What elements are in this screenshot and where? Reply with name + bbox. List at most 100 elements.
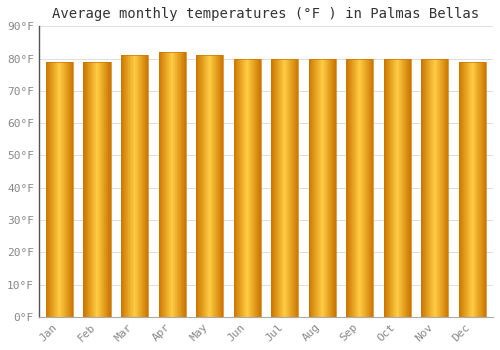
- Bar: [478, 62, 479, 317]
- Bar: [254, 58, 256, 317]
- Bar: [311, 58, 312, 317]
- Bar: [446, 58, 447, 317]
- Bar: [392, 58, 394, 317]
- Bar: [183, 52, 184, 317]
- Bar: [351, 58, 352, 317]
- Bar: [89, 62, 90, 317]
- Bar: [274, 58, 275, 317]
- Bar: [278, 58, 280, 317]
- Bar: [92, 62, 93, 317]
- Bar: [208, 55, 209, 317]
- Bar: [61, 62, 62, 317]
- Bar: [292, 58, 293, 317]
- Bar: [431, 58, 432, 317]
- Bar: [52, 62, 54, 317]
- Bar: [422, 58, 424, 317]
- Bar: [427, 58, 428, 317]
- Bar: [220, 55, 221, 317]
- Bar: [445, 58, 446, 317]
- Bar: [108, 62, 109, 317]
- Bar: [137, 55, 138, 317]
- Bar: [249, 58, 250, 317]
- Bar: [258, 58, 260, 317]
- Bar: [485, 62, 486, 317]
- Bar: [347, 58, 348, 317]
- Bar: [407, 58, 408, 317]
- Bar: [433, 58, 434, 317]
- Bar: [60, 62, 61, 317]
- Bar: [335, 58, 336, 317]
- Bar: [465, 62, 466, 317]
- Bar: [426, 58, 427, 317]
- Bar: [173, 52, 174, 317]
- Bar: [85, 62, 86, 317]
- Bar: [185, 52, 186, 317]
- Bar: [86, 62, 87, 317]
- Bar: [398, 58, 400, 317]
- Bar: [332, 58, 333, 317]
- Bar: [126, 55, 127, 317]
- Bar: [390, 58, 391, 317]
- Bar: [353, 58, 354, 317]
- Bar: [352, 58, 353, 317]
- Bar: [212, 55, 213, 317]
- Bar: [207, 55, 208, 317]
- Bar: [363, 58, 364, 317]
- Bar: [481, 62, 482, 317]
- Bar: [244, 58, 245, 317]
- Bar: [219, 55, 220, 317]
- Bar: [369, 58, 370, 317]
- Bar: [366, 58, 367, 317]
- Bar: [324, 58, 325, 317]
- Bar: [484, 62, 485, 317]
- Bar: [331, 58, 332, 317]
- Bar: [284, 58, 286, 317]
- Bar: [129, 55, 130, 317]
- Bar: [242, 58, 243, 317]
- Bar: [107, 62, 108, 317]
- Bar: [48, 62, 50, 317]
- Bar: [103, 62, 104, 317]
- Bar: [236, 58, 237, 317]
- Bar: [102, 62, 103, 317]
- Bar: [247, 58, 248, 317]
- Bar: [160, 52, 162, 317]
- Bar: [253, 58, 254, 317]
- Bar: [370, 58, 372, 317]
- Bar: [442, 58, 443, 317]
- Bar: [288, 58, 289, 317]
- Bar: [360, 58, 361, 317]
- Bar: [391, 58, 392, 317]
- Bar: [240, 58, 241, 317]
- Bar: [91, 62, 92, 317]
- Bar: [271, 58, 298, 317]
- Bar: [127, 55, 128, 317]
- Bar: [467, 62, 468, 317]
- Bar: [234, 58, 260, 317]
- Bar: [479, 62, 480, 317]
- Bar: [394, 58, 396, 317]
- Bar: [404, 58, 405, 317]
- Bar: [69, 62, 70, 317]
- Bar: [477, 62, 478, 317]
- Bar: [98, 62, 99, 317]
- Bar: [410, 58, 411, 317]
- Bar: [159, 52, 160, 317]
- Bar: [104, 62, 105, 317]
- Bar: [429, 58, 430, 317]
- Bar: [101, 62, 102, 317]
- Bar: [365, 58, 366, 317]
- Bar: [205, 55, 206, 317]
- Bar: [435, 58, 436, 317]
- Bar: [367, 58, 368, 317]
- Bar: [239, 58, 240, 317]
- Bar: [447, 58, 448, 317]
- Bar: [88, 62, 89, 317]
- Bar: [174, 52, 175, 317]
- Bar: [325, 58, 326, 317]
- Bar: [314, 58, 315, 317]
- Bar: [312, 58, 313, 317]
- Bar: [408, 58, 409, 317]
- Bar: [170, 52, 172, 317]
- Bar: [221, 55, 222, 317]
